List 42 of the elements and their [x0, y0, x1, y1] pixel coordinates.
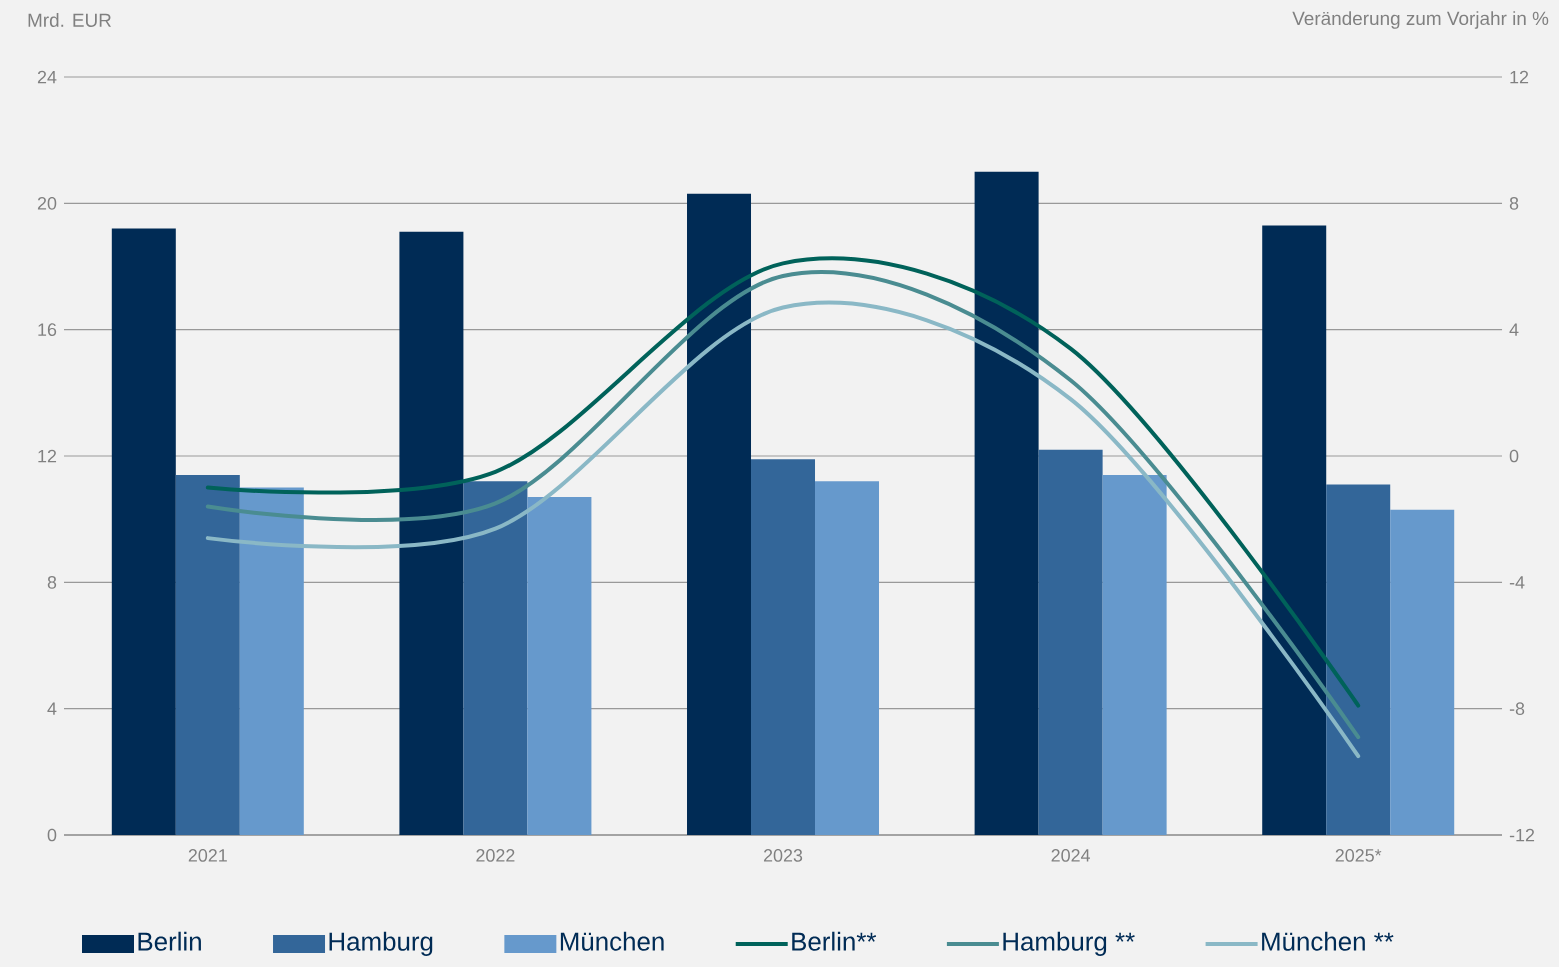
bar: [399, 231, 464, 836]
bar: [1038, 449, 1103, 836]
bar: [239, 487, 304, 836]
bar: [687, 193, 752, 836]
legend-label: München: [560, 931, 664, 951]
x-tick-label: 2023: [763, 849, 803, 862]
bar: [175, 474, 240, 836]
y2-tick-label: -4: [1509, 576, 1525, 589]
y2-tick-label: 4: [1509, 323, 1519, 336]
legend-label: Hamburg **: [1003, 931, 1135, 956]
y2-axis-title: Veränderung zum Vorjahr in %: [1292, 11, 1549, 29]
bar: [1102, 474, 1167, 836]
bar: [1326, 484, 1391, 836]
bar: [111, 228, 176, 836]
x-tick-label: 2021: [188, 849, 227, 862]
bar: [1390, 509, 1455, 836]
y-tick-label: 16: [38, 323, 57, 337]
y-axis-title: Mrd. EUR: [28, 13, 112, 27]
bar: [815, 481, 880, 836]
x-tick-label: 2025*: [1335, 849, 1382, 862]
y2-tick-label: -8: [1509, 702, 1525, 716]
bar: [1262, 225, 1327, 836]
y-tick-label: 4: [47, 702, 57, 715]
y-tick-label: 8: [47, 575, 57, 589]
bar: [527, 497, 592, 836]
y-tick-label: 12: [38, 449, 57, 463]
legend-label: Berlin**: [792, 931, 877, 951]
y-tick-label: 0: [47, 828, 57, 842]
y2-tick-label: 12: [1510, 70, 1529, 84]
bar: [751, 459, 816, 836]
y-tick-label: 20: [37, 196, 57, 210]
bar: [463, 481, 528, 836]
y2-tick-label: 0: [1509, 449, 1519, 463]
x-tick-label: 2022: [476, 849, 515, 862]
y2-tick-label: 8: [1509, 196, 1519, 210]
legend-label: München **: [1262, 931, 1394, 951]
y-tick-label: 24: [37, 70, 57, 84]
legend-label: Berlin: [138, 931, 201, 951]
x-tick-label: 2024: [1051, 849, 1091, 862]
legend-label: Hamburg: [329, 931, 433, 956]
bar: [974, 171, 1039, 836]
y2-tick-label: -12: [1509, 828, 1535, 842]
